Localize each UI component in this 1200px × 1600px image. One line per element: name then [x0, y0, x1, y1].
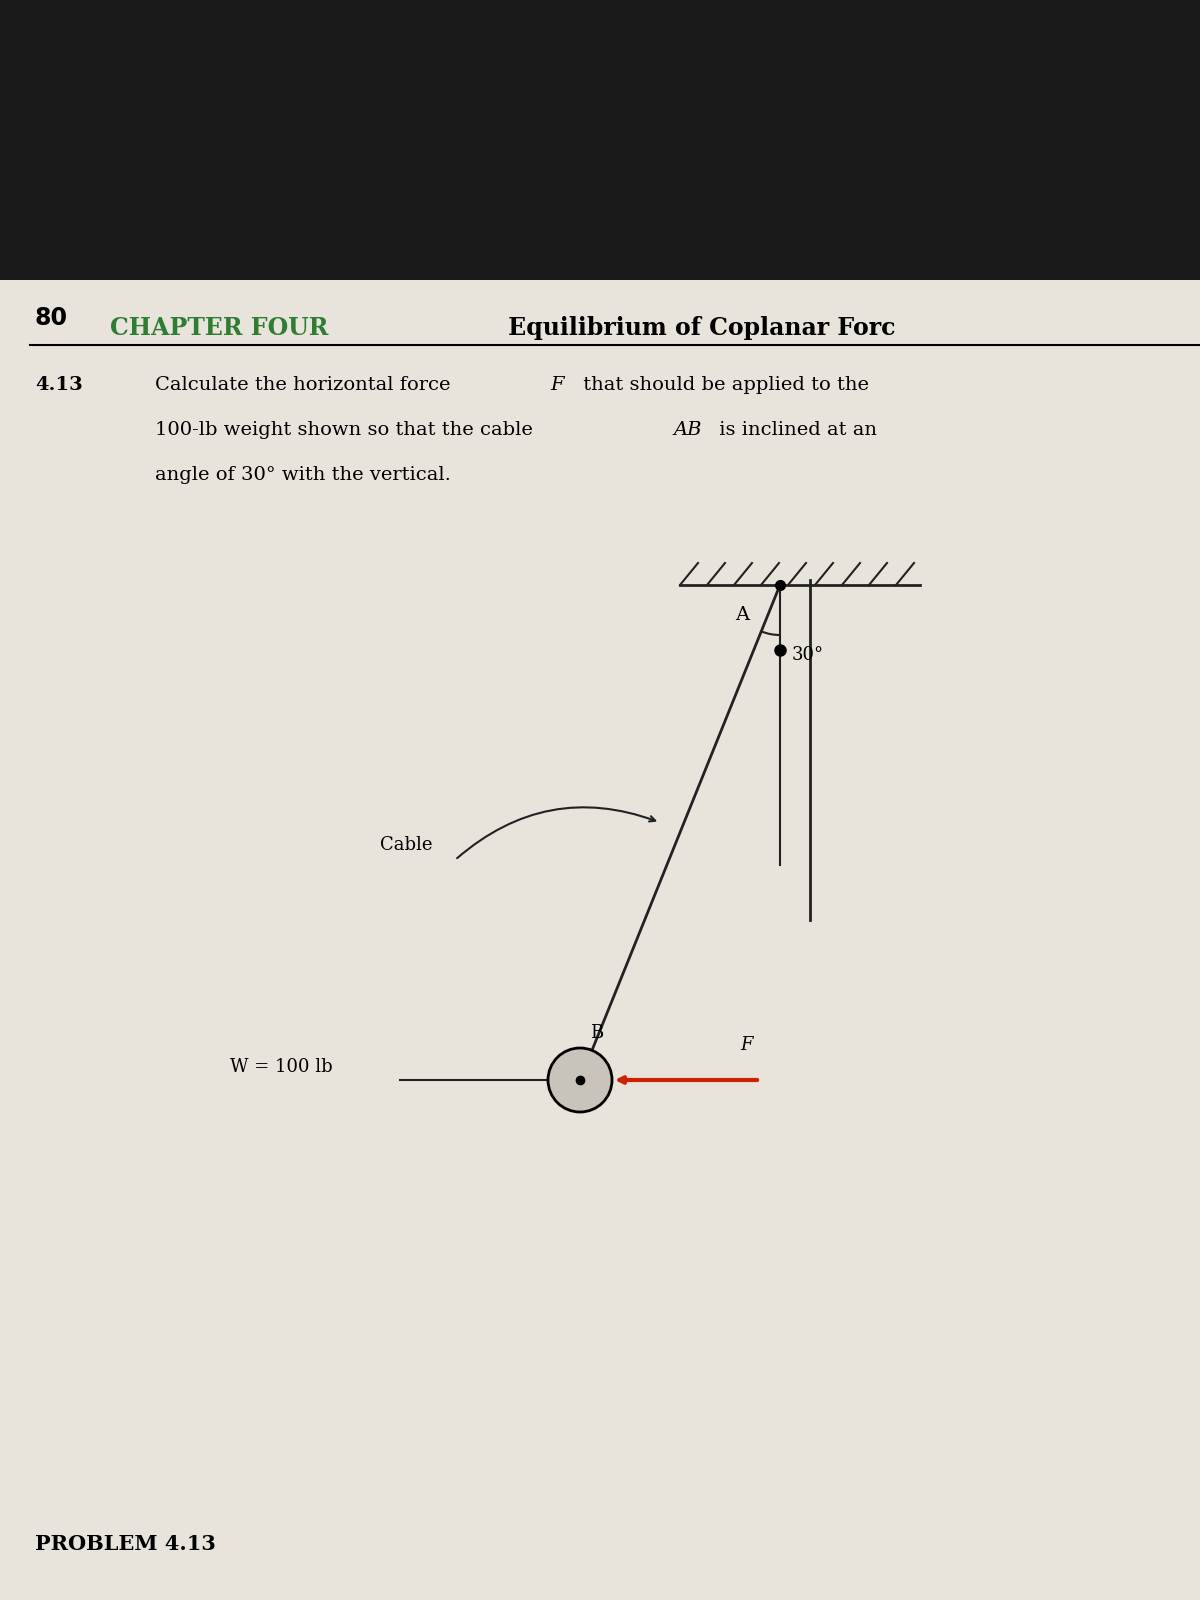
- Text: that should be applied to the: that should be applied to the: [577, 376, 869, 394]
- Text: CHAPTER FOUR: CHAPTER FOUR: [110, 317, 329, 341]
- Text: 30°: 30°: [792, 646, 824, 664]
- Text: F: F: [740, 1037, 752, 1054]
- Text: Cable: Cable: [380, 835, 432, 854]
- Text: B: B: [590, 1024, 604, 1042]
- Text: F: F: [550, 376, 564, 394]
- FancyBboxPatch shape: [0, 280, 1200, 1600]
- Text: A: A: [734, 606, 749, 624]
- Text: Calculate the horizontal force: Calculate the horizontal force: [155, 376, 457, 394]
- Text: 80: 80: [35, 306, 68, 330]
- Text: is inclined at an: is inclined at an: [713, 421, 877, 438]
- Text: Equilibrium of Coplanar Forc: Equilibrium of Coplanar Forc: [500, 317, 895, 341]
- Text: 100-lb weight shown so that the cable: 100-lb weight shown so that the cable: [155, 421, 539, 438]
- Text: PROBLEM 4.13: PROBLEM 4.13: [35, 1534, 216, 1554]
- Text: 4.13: 4.13: [35, 376, 83, 394]
- Text: angle of 30° with the vertical.: angle of 30° with the vertical.: [155, 466, 451, 483]
- Circle shape: [548, 1048, 612, 1112]
- Text: AB: AB: [673, 421, 702, 438]
- Text: W = 100 lb: W = 100 lb: [230, 1058, 332, 1075]
